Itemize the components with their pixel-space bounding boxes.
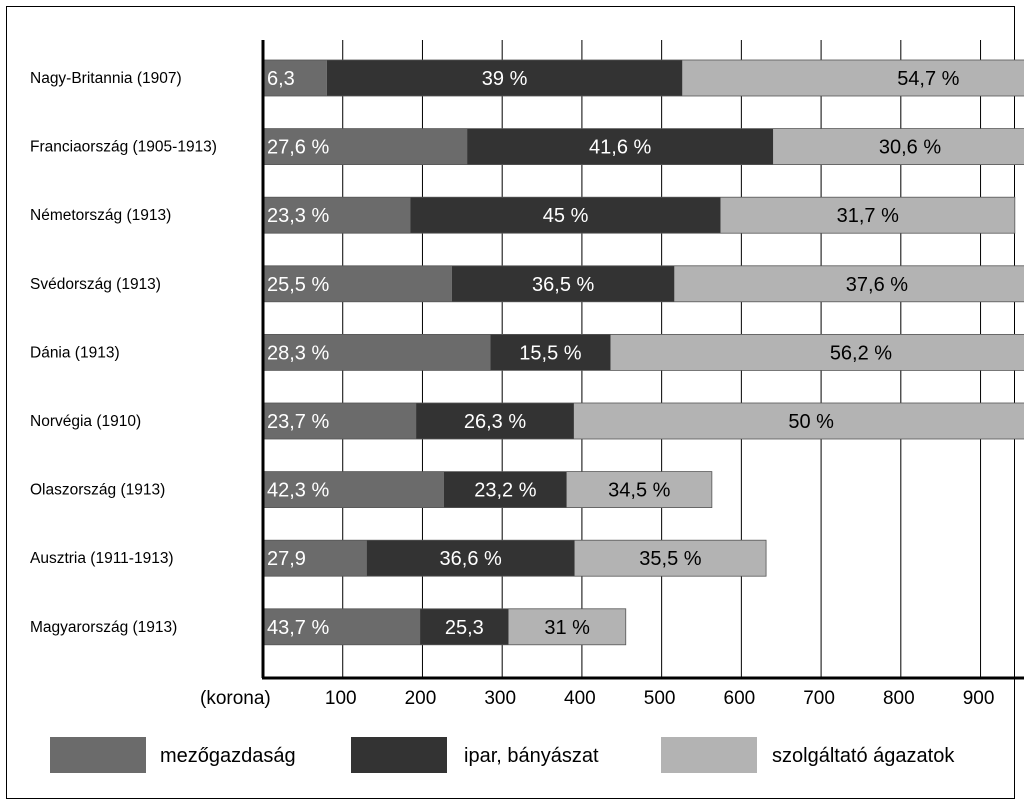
tick-label: 500	[644, 688, 676, 709]
data-label: 42,3 %	[267, 480, 329, 502]
x-axis: (korona)10020030040050060070080090010001…	[200, 40, 1024, 709]
category-label: Norvégia (1910)	[30, 413, 141, 430]
bar-segment	[490, 334, 611, 371]
data-label: 23,2 %	[474, 480, 536, 502]
bar-segment	[263, 197, 411, 234]
data-label: 31,7 %	[837, 205, 899, 227]
bar-segment	[420, 608, 509, 645]
tick-label: 700	[803, 688, 835, 709]
bar-segment	[610, 334, 1024, 371]
bar-segment	[263, 265, 452, 302]
legend-label: ipar, bányászat	[464, 745, 599, 767]
bar-segment	[263, 540, 367, 577]
category-labels: Nagy-Britannia (1907) Franciaország (1905…	[30, 70, 217, 636]
legend: mezőgazdaság ipar, bányászat szolgáltató á…	[50, 737, 955, 773]
data-label: 45 %	[543, 205, 589, 227]
bar-segment	[366, 540, 575, 577]
bar-segment	[720, 197, 1015, 234]
bar-segment	[467, 128, 774, 165]
data-label: 39 %	[482, 68, 528, 90]
bar-segment	[416, 403, 574, 439]
category-label: Ausztria (1911-1913)	[30, 550, 174, 567]
bar-segment	[773, 128, 1024, 165]
data-label: 23,3 %	[267, 205, 329, 227]
bar-segment	[263, 403, 417, 439]
data-label: 25,3	[445, 617, 484, 639]
bar-segment	[451, 265, 675, 302]
bar-segment	[263, 128, 468, 165]
category-label: Svédország (1913)	[30, 276, 161, 293]
data-label: 56,2 %	[830, 342, 892, 364]
data-label: 35,5 %	[639, 548, 701, 570]
bars: 6,3 39 % 54,7 % 27,6 % 41,6 % 30,6 % 23,3 % 45 …	[262, 59, 1024, 646]
data-label: 36,6 %	[440, 548, 502, 570]
tick-label: 800	[883, 688, 915, 709]
data-label: 43,7 %	[267, 617, 329, 639]
bar-segment	[508, 608, 626, 645]
tick-label: 600	[724, 688, 756, 709]
bar-segment	[263, 60, 327, 96]
category-label: Franciaország (1905-1913)	[30, 139, 217, 156]
data-label: 27,6 %	[267, 137, 329, 159]
data-label: 30,6 %	[879, 137, 941, 159]
data-label: 50 %	[788, 411, 834, 433]
x-axis-label: (korona)	[200, 688, 271, 709]
data-label: 34,5 %	[608, 480, 670, 502]
legend-swatch	[351, 737, 447, 773]
category-label: Olaszország (1913)	[30, 482, 165, 499]
category-label: Nagy-Britannia (1907)	[30, 70, 182, 87]
tick-label: 900	[963, 688, 995, 709]
tick-label: 100	[325, 688, 357, 709]
bar-segment	[443, 471, 567, 508]
tick-label: 200	[405, 688, 437, 709]
category-label: Magyarország (1913)	[30, 619, 177, 636]
legend-swatch	[50, 737, 146, 773]
bar-segment	[574, 540, 767, 577]
legend-label: mezőgazdaság	[160, 745, 296, 767]
data-label: 15,5 %	[519, 342, 581, 364]
data-label: 25,5 %	[267, 274, 329, 296]
data-label: 36,5 %	[532, 274, 594, 296]
bar-segment	[566, 471, 712, 508]
bar-segment	[263, 471, 444, 508]
legend-swatch	[661, 737, 757, 773]
data-label: 31 %	[544, 617, 590, 639]
data-label: 28,3 %	[267, 342, 329, 364]
bar-segment	[326, 60, 683, 96]
data-label: 26,3 %	[464, 411, 526, 433]
data-label: 6,3	[267, 68, 295, 90]
bar-segment	[263, 608, 421, 645]
data-label: 54,7 %	[897, 68, 959, 90]
bar-segment	[263, 334, 491, 371]
data-label: 27,9	[267, 548, 306, 570]
bar-segment	[410, 197, 721, 234]
tick-label: 400	[564, 688, 596, 709]
data-label: 41,6 %	[589, 137, 651, 159]
category-label: Németország (1913)	[30, 207, 171, 224]
data-label: 37,6 %	[846, 274, 908, 296]
legend-label: szolgáltató ágazatok	[772, 745, 955, 767]
bar-segment	[674, 265, 1024, 302]
bar-segment	[682, 60, 1024, 96]
tick-label: 300	[484, 688, 516, 709]
data-label: 23,7 %	[267, 411, 329, 433]
bar-segment	[573, 403, 1024, 439]
category-label: Dánia (1913)	[30, 344, 120, 361]
